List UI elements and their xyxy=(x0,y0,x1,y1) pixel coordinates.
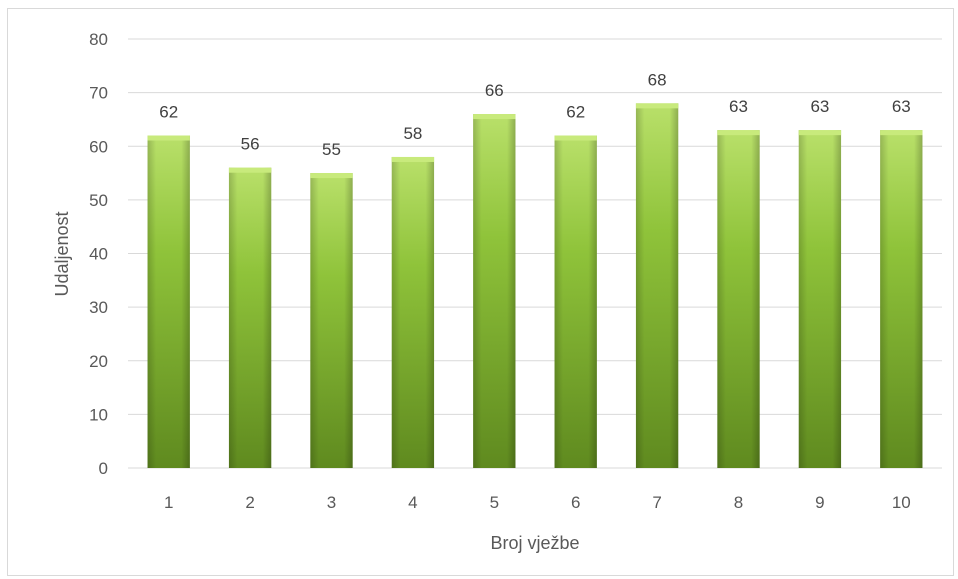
x-tick-label: 1 xyxy=(164,493,173,512)
y-tick-label: 10 xyxy=(89,405,108,424)
data-label: 62 xyxy=(159,103,178,122)
bar-top xyxy=(473,114,516,120)
bar-top xyxy=(717,130,760,136)
y-axis-title: Udaljenost xyxy=(52,211,72,296)
y-tick-label: 0 xyxy=(99,459,108,478)
x-tick-label: 10 xyxy=(892,493,911,512)
x-tick-label: 6 xyxy=(571,493,580,512)
bar-top xyxy=(147,135,190,141)
data-labels: 62 56 55 58 66 62 68 63 63 63 xyxy=(159,70,911,159)
bar-shade xyxy=(310,173,353,468)
bar xyxy=(635,103,679,468)
data-label: 66 xyxy=(485,81,504,100)
bar xyxy=(798,130,842,468)
y-tick-label: 40 xyxy=(89,245,108,264)
bar xyxy=(147,135,190,468)
bar-top xyxy=(391,156,435,162)
bar-shade xyxy=(635,103,679,468)
bar xyxy=(228,167,272,468)
data-label: 56 xyxy=(241,135,260,154)
x-tick-label: 4 xyxy=(408,493,417,512)
bar-shade xyxy=(473,114,516,468)
x-axis-title: Broj vježbe xyxy=(490,533,579,553)
bar-top xyxy=(310,173,353,179)
bar xyxy=(310,173,353,468)
bar-shade xyxy=(391,156,435,468)
data-label: 58 xyxy=(403,124,422,143)
bar-shade xyxy=(147,135,190,468)
bar xyxy=(473,114,516,468)
bar-top xyxy=(554,135,597,141)
y-tick-label: 20 xyxy=(89,352,108,371)
bar xyxy=(554,135,597,468)
data-label: 63 xyxy=(892,97,911,116)
bar-shade xyxy=(880,130,923,468)
x-tick-label: 8 xyxy=(734,493,743,512)
x-axis-ticks: 1 2 3 4 5 6 7 8 9 10 xyxy=(164,493,911,512)
bar-top xyxy=(228,167,272,173)
data-label: 62 xyxy=(566,103,585,122)
data-label: 68 xyxy=(648,70,667,89)
x-tick-label: 5 xyxy=(490,493,499,512)
data-label: 63 xyxy=(729,97,748,116)
bar xyxy=(391,156,435,468)
bar-top xyxy=(635,103,679,109)
y-tick-label: 60 xyxy=(89,137,108,156)
bar xyxy=(717,130,760,468)
bar-top xyxy=(880,130,923,136)
x-tick-label: 2 xyxy=(245,493,254,512)
bar xyxy=(880,130,923,468)
y-tick-label: 80 xyxy=(89,30,108,49)
y-tick-label: 50 xyxy=(89,191,108,210)
x-tick-label: 3 xyxy=(327,493,336,512)
x-tick-label: 9 xyxy=(815,493,824,512)
y-tick-label: 70 xyxy=(89,84,108,103)
bar-shade xyxy=(554,135,597,468)
data-label: 55 xyxy=(322,140,341,159)
bars xyxy=(147,103,923,468)
data-label: 63 xyxy=(810,97,829,116)
x-tick-label: 7 xyxy=(652,493,661,512)
y-axis-ticks: 0 10 20 30 40 50 60 70 80 xyxy=(89,30,108,478)
bar-shade xyxy=(228,167,272,468)
bar-top xyxy=(798,130,842,136)
y-tick-label: 30 xyxy=(89,298,108,317)
bar-shade xyxy=(717,130,760,468)
bar-shade xyxy=(798,130,842,468)
